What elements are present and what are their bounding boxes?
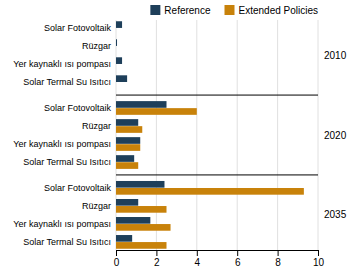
bar xyxy=(116,242,167,249)
y-tick: Yer kaynaklı ısı pompası xyxy=(13,139,111,149)
y-tick-label: Rüzgar xyxy=(82,41,111,51)
y-tick: Rüzgar xyxy=(82,121,111,131)
x-tick: 10 xyxy=(313,250,325,268)
x-tick-mark xyxy=(237,250,238,256)
legend-label: Extended Policies xyxy=(239,5,319,16)
x-tick: 2 xyxy=(154,250,160,268)
x-tick-mark xyxy=(116,250,117,256)
y-tick-label: Solar Fotovoltaik xyxy=(44,103,112,113)
bar xyxy=(116,119,138,126)
bar xyxy=(116,75,127,82)
x-axis-line xyxy=(117,251,319,257)
bar xyxy=(116,235,132,242)
grid xyxy=(116,20,318,250)
y-tick-label: Solar Termal Su Isıtıcı xyxy=(23,77,111,87)
x-tick-label: 8 xyxy=(275,257,281,268)
bar xyxy=(116,137,140,144)
y-tick-label: Rüzgar xyxy=(82,121,111,131)
y-tick-label: Solar Termal Su Isıtıcı xyxy=(23,157,111,167)
x-tick-mark xyxy=(156,250,157,256)
y-tick-label: Rüzgar xyxy=(82,201,111,211)
group-label: 2010 xyxy=(324,50,347,61)
y-tick: Rüzgar xyxy=(82,41,111,51)
x-tick: 8 xyxy=(275,250,281,268)
bar xyxy=(116,217,150,224)
y-tick-label: Solar Fotovoltaik xyxy=(44,183,112,193)
y-tick-label: Solar Fotovoltaik xyxy=(44,23,112,33)
grid-line xyxy=(277,20,278,250)
bar xyxy=(116,57,122,64)
y-tick: Solar Termal Su Isıtıcı xyxy=(23,77,111,87)
bar xyxy=(116,188,304,195)
y-tick-label: Yer kaynaklı ısı pompası xyxy=(13,59,111,69)
bar xyxy=(116,39,117,46)
bar xyxy=(116,126,142,133)
y-axis: Solar Fotovoltaik Rüzgar Yer kaynaklı ısı … xyxy=(13,183,111,247)
group-label: 2035 xyxy=(324,209,347,220)
y-tick: Solar Fotovoltaik xyxy=(44,183,112,193)
x-tick-label: 10 xyxy=(313,257,325,268)
bars xyxy=(116,21,304,248)
y-tick-label: Solar Termal Su Isıtıcı xyxy=(23,237,111,247)
x-tick-mark xyxy=(278,250,279,256)
bar xyxy=(116,206,167,213)
bar xyxy=(116,108,197,115)
chart: 0 2 4 6 8 10 Solar Fotovoltaik Rüzgar Yer kaynak… xyxy=(0,0,352,272)
grid-line xyxy=(116,20,117,250)
bar xyxy=(116,28,117,35)
y-tick: Solar Termal Su Isıtıcı xyxy=(23,237,111,247)
y-tick: Rüzgar xyxy=(82,201,111,211)
bar xyxy=(116,64,117,71)
grid-line xyxy=(196,20,197,250)
bar xyxy=(116,199,138,206)
legend-swatch xyxy=(150,5,160,15)
x-tick: 0 xyxy=(114,250,120,268)
y-tick: Yer kaynaklı ısı pompası xyxy=(13,59,111,69)
bar xyxy=(116,101,167,108)
x-tick-label: 2 xyxy=(154,257,160,268)
y-axis: Solar Fotovoltaik Rüzgar Yer kaynaklı ısı … xyxy=(13,103,111,167)
x-tick: 6 xyxy=(235,250,241,268)
group-divider xyxy=(116,95,318,96)
bar xyxy=(116,144,140,151)
y-tick: Solar Fotovoltaik xyxy=(44,23,112,33)
bar xyxy=(116,162,138,169)
legend-swatch xyxy=(225,5,235,15)
grid-line xyxy=(318,20,319,250)
bar xyxy=(116,21,122,28)
y-axis: Solar Fotovoltaik Rüzgar Yer kaynaklı ısı … xyxy=(13,23,111,87)
bar xyxy=(116,181,164,188)
grid-line xyxy=(156,20,157,250)
bar xyxy=(116,46,117,53)
bar xyxy=(116,82,117,89)
y-tick-label: Yer kaynaklı ısı pompası xyxy=(13,219,111,229)
legend-label: Reference xyxy=(164,5,211,16)
y-tick-label: Yer kaynaklı ısı pompası xyxy=(13,139,111,149)
x-tick-label: 0 xyxy=(114,257,120,268)
bar xyxy=(116,155,134,162)
x-tick-mark xyxy=(318,250,319,256)
legend: Reference Extended Policies xyxy=(150,5,318,16)
plot: 0 2 4 6 8 10 Solar Fotovoltaik Rüzgar Yer kaynak… xyxy=(13,5,346,269)
group-label: 2020 xyxy=(324,130,347,141)
y-tick: Solar Fotovoltaik xyxy=(44,103,112,113)
y-tick: Solar Termal Su Isıtıcı xyxy=(23,157,111,167)
x-tick-label: 4 xyxy=(195,257,201,268)
x-tick-label: 6 xyxy=(235,257,241,268)
x-tick: 4 xyxy=(195,250,201,268)
bar xyxy=(116,224,171,231)
x-axis: 0 2 4 6 8 10 xyxy=(114,250,325,268)
group-divider xyxy=(116,174,318,175)
y-tick: Yer kaynaklı ısı pompası xyxy=(13,219,111,229)
grid-line xyxy=(237,20,238,250)
x-tick-mark xyxy=(197,250,198,256)
